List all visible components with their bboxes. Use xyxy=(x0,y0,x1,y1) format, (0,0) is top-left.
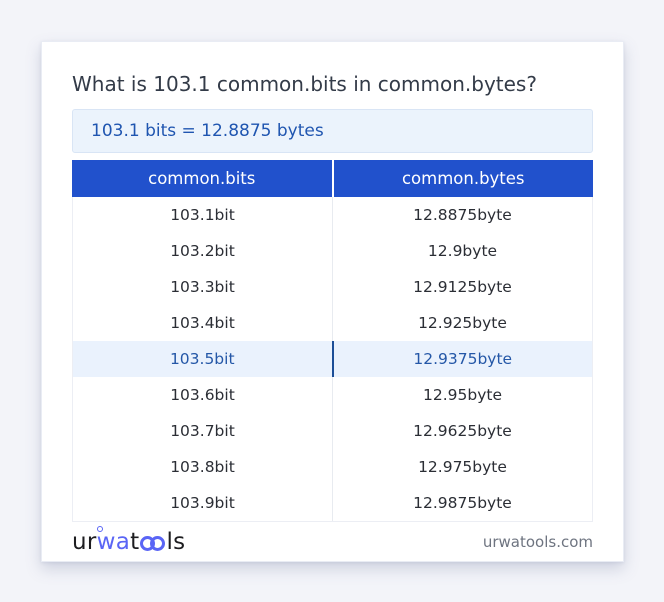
bytes-cell: 12.9625byte xyxy=(413,422,512,440)
bytes-cell: 12.9875byte xyxy=(413,494,512,512)
site-domain: urwatools.com xyxy=(482,533,593,551)
logo-text-ls: ls xyxy=(166,528,186,555)
column-header-bits: common.bits xyxy=(72,160,332,197)
bytes-cell: 12.9byte xyxy=(427,242,498,260)
bits-cell: 103.6bit xyxy=(73,377,333,413)
urwatools-logo[interactable]: ur wa t ls xyxy=(72,525,186,555)
card-footer: ur wa t ls urwatools.com xyxy=(72,522,593,562)
bits-cell: 103.5bit xyxy=(73,341,334,377)
bits-cell: 103.2bit xyxy=(73,233,333,269)
logo-dot-ring-icon xyxy=(96,525,103,532)
conversion-table: common.bits common.bytes 103.1bit 12.887… xyxy=(72,160,593,522)
bits-cell: 103.7bit xyxy=(73,413,333,449)
bytes-cell: 12.975byte xyxy=(418,458,507,476)
table-row: 103.7bit 12.9625byte xyxy=(73,413,592,449)
bytes-cell: 12.9125byte xyxy=(413,278,512,296)
page-title: What is 103.1 common.bits in common.byte… xyxy=(72,72,537,96)
logo-text-wa: wa xyxy=(96,525,131,554)
table-row: 103.1bit 12.8875byte xyxy=(73,197,592,233)
table-row: 103.3bit 12.9125byte xyxy=(73,269,592,305)
bytes-cell: 12.9375byte xyxy=(413,350,513,368)
bits-cell: 103.8bit xyxy=(73,449,333,485)
table-header-row: common.bits common.bytes xyxy=(72,160,593,197)
bits-cell: 103.4bit xyxy=(73,305,333,341)
conversion-result-box: 103.1 bits = 12.8875 bytes xyxy=(72,109,593,153)
column-header-bytes: common.bytes xyxy=(333,160,593,197)
bytes-cell: 12.8875byte xyxy=(413,206,512,224)
oo-rings-icon xyxy=(140,536,166,551)
logo-text-t: t xyxy=(130,528,140,555)
bytes-cell: 12.925byte xyxy=(418,314,507,332)
table-row-highlighted: 103.5bit 12.9375byte xyxy=(73,341,592,377)
bytes-cell: 12.95byte xyxy=(423,386,502,404)
conversion-result-text: 103.1 bits = 12.8875 bytes xyxy=(91,121,324,141)
table-row: 103.9bit 12.9875byte xyxy=(73,485,592,521)
bits-cell: 103.3bit xyxy=(73,269,333,305)
bits-cell: 103.9bit xyxy=(73,485,333,521)
table-row: 103.2bit 12.9byte xyxy=(73,233,592,269)
table-row: 103.4bit 12.925byte xyxy=(73,305,592,341)
converter-card: What is 103.1 common.bits in common.byte… xyxy=(41,41,624,562)
table-row: 103.6bit 12.95byte xyxy=(73,377,592,413)
table-row: 103.8bit 12.975byte xyxy=(73,449,592,485)
bits-cell: 103.1bit xyxy=(73,197,333,233)
logo-text-ur: ur xyxy=(72,528,97,555)
